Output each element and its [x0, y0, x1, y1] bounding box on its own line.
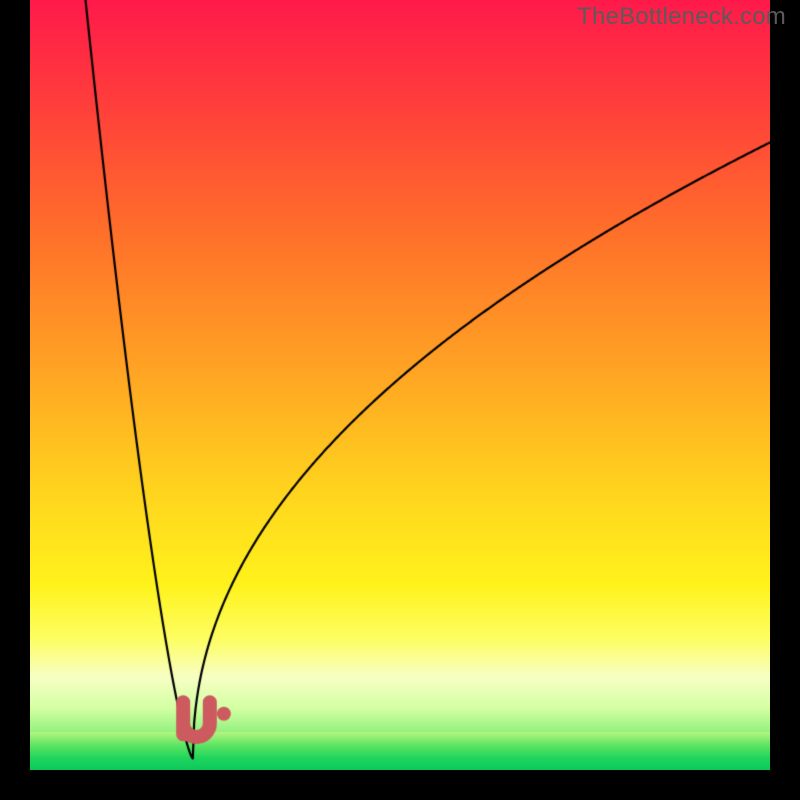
bottleneck-curve [30, 0, 770, 770]
watermark-text: TheBottleneck.com [577, 3, 786, 31]
chart-stage: TheBottleneck.com [0, 0, 800, 800]
plot-frame [30, 0, 770, 770]
